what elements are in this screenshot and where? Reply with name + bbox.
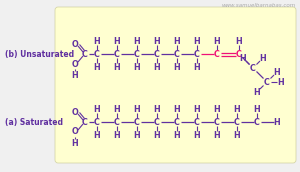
Text: C: C bbox=[214, 50, 220, 58]
Text: H: H bbox=[114, 36, 120, 46]
Text: H: H bbox=[174, 105, 180, 114]
Text: O: O bbox=[72, 60, 78, 68]
Text: C: C bbox=[264, 78, 270, 87]
Text: (a) Saturated: (a) Saturated bbox=[5, 117, 63, 126]
Text: H: H bbox=[194, 105, 200, 114]
Text: C: C bbox=[174, 117, 180, 126]
Text: H: H bbox=[134, 36, 140, 46]
Text: H: H bbox=[254, 88, 260, 96]
Text: H: H bbox=[194, 36, 200, 46]
Text: H: H bbox=[134, 131, 140, 139]
Text: H: H bbox=[274, 67, 280, 77]
Text: C: C bbox=[250, 63, 256, 73]
Text: H: H bbox=[94, 62, 100, 72]
Text: H: H bbox=[194, 62, 200, 72]
Text: H: H bbox=[94, 131, 100, 139]
Text: C: C bbox=[214, 117, 220, 126]
Text: H: H bbox=[72, 71, 78, 79]
Text: H: H bbox=[254, 105, 260, 114]
Text: H: H bbox=[260, 53, 266, 62]
Text: H: H bbox=[94, 36, 100, 46]
Text: H: H bbox=[174, 36, 180, 46]
Text: H: H bbox=[278, 78, 284, 87]
Text: O: O bbox=[72, 108, 78, 116]
Text: H: H bbox=[154, 131, 160, 139]
Text: C: C bbox=[82, 117, 88, 126]
Text: O: O bbox=[72, 40, 78, 49]
Text: H: H bbox=[154, 62, 160, 72]
Text: C: C bbox=[174, 50, 180, 58]
Text: H: H bbox=[214, 131, 220, 139]
Text: H: H bbox=[234, 131, 240, 139]
Text: H: H bbox=[94, 105, 100, 114]
Text: H: H bbox=[194, 131, 200, 139]
Text: H: H bbox=[154, 105, 160, 114]
Text: C: C bbox=[82, 50, 88, 58]
Text: H: H bbox=[234, 105, 240, 114]
Text: (b) Unsaturated: (b) Unsaturated bbox=[5, 50, 74, 58]
Text: H: H bbox=[114, 131, 120, 139]
Text: H: H bbox=[236, 36, 242, 46]
Text: H: H bbox=[72, 138, 78, 148]
Text: H: H bbox=[114, 62, 120, 72]
Text: H: H bbox=[174, 62, 180, 72]
Text: H: H bbox=[174, 131, 180, 139]
Text: C: C bbox=[94, 50, 100, 58]
Text: C: C bbox=[94, 117, 100, 126]
Text: www.samuelbarnabas.com: www.samuelbarnabas.com bbox=[222, 3, 296, 8]
Text: C: C bbox=[236, 50, 242, 58]
Text: H: H bbox=[240, 53, 246, 62]
Text: C: C bbox=[114, 117, 120, 126]
Text: O: O bbox=[72, 127, 78, 137]
Text: C: C bbox=[194, 117, 200, 126]
Text: H: H bbox=[154, 36, 160, 46]
Text: H: H bbox=[274, 117, 280, 126]
Text: C: C bbox=[134, 50, 140, 58]
FancyBboxPatch shape bbox=[55, 7, 296, 163]
Text: C: C bbox=[254, 117, 260, 126]
Text: H: H bbox=[214, 36, 220, 46]
Text: C: C bbox=[154, 117, 160, 126]
Text: C: C bbox=[194, 50, 200, 58]
Text: H: H bbox=[134, 105, 140, 114]
Text: H: H bbox=[214, 105, 220, 114]
Text: C: C bbox=[114, 50, 120, 58]
Text: C: C bbox=[234, 117, 240, 126]
Text: H: H bbox=[134, 62, 140, 72]
Text: C: C bbox=[154, 50, 160, 58]
Text: C: C bbox=[134, 117, 140, 126]
Text: H: H bbox=[114, 105, 120, 114]
